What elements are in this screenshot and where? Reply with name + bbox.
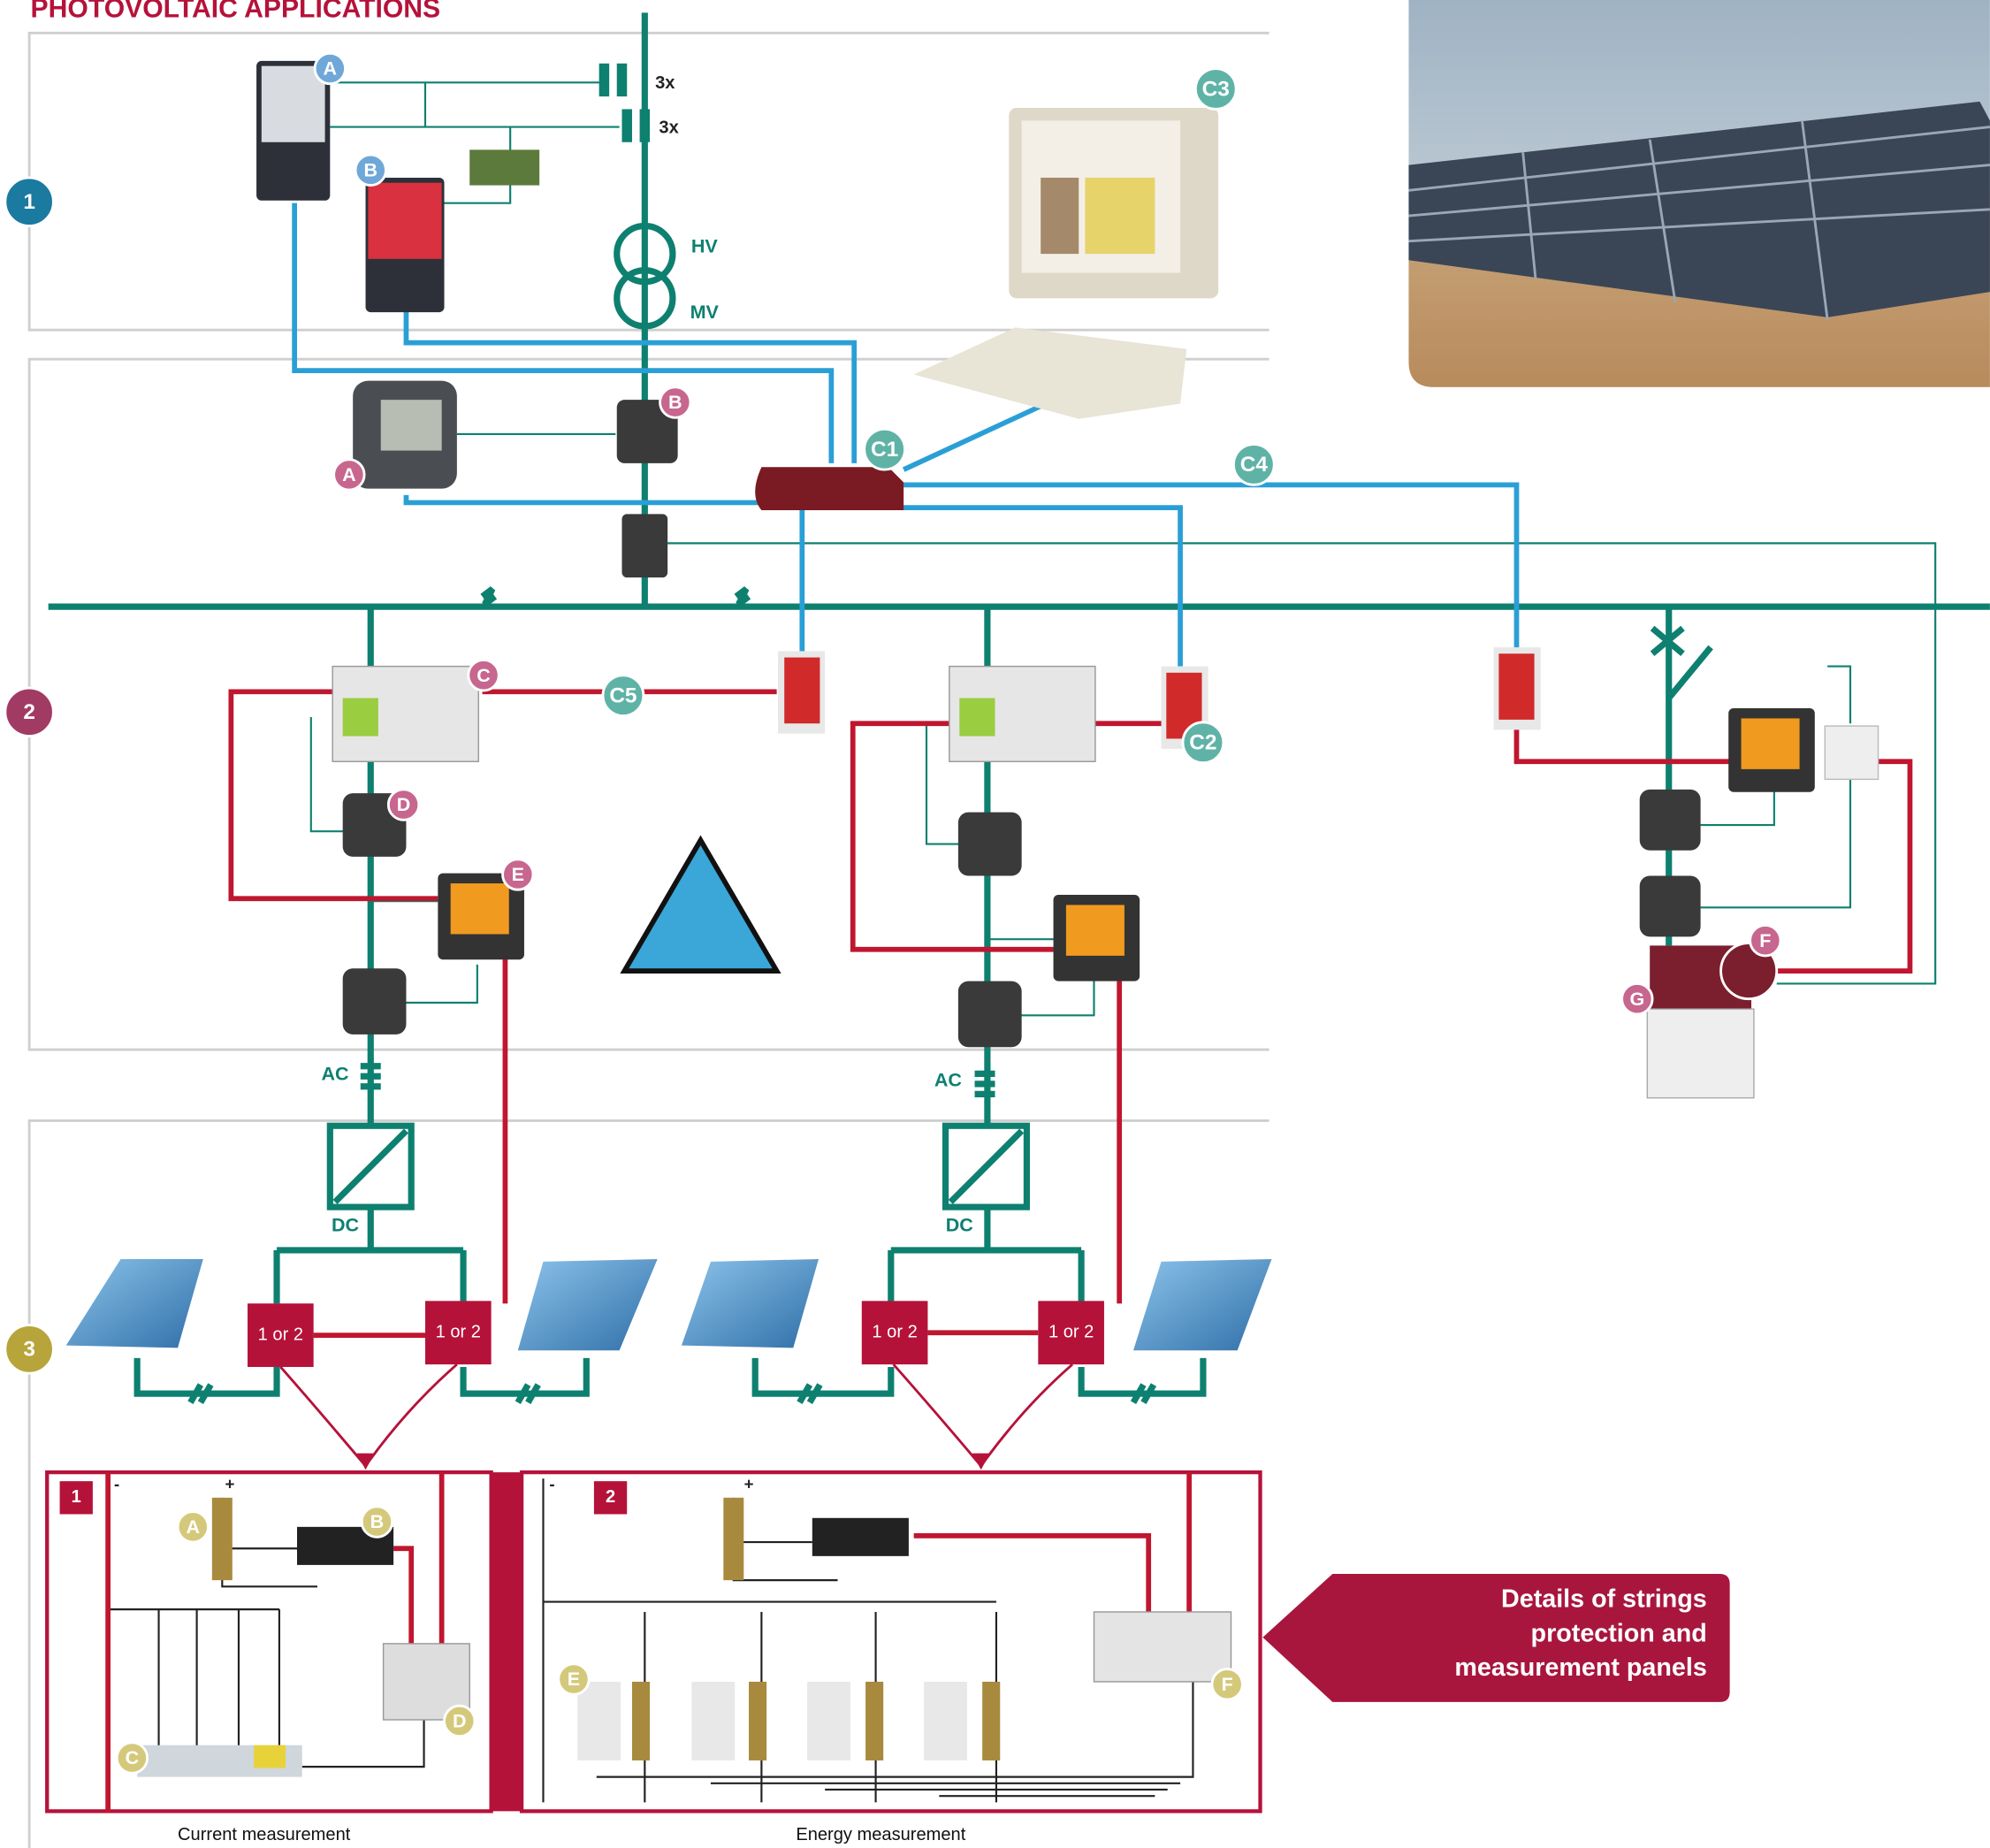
badge-label: A <box>187 1516 201 1538</box>
dc-label: DC <box>946 1214 973 1235</box>
voltage-label: MV <box>690 302 720 323</box>
badge-label: D <box>453 1711 467 1732</box>
badge-label: D <box>397 794 411 815</box>
badge-label: C5 <box>609 684 637 708</box>
badge-label: C1 <box>871 438 898 462</box>
badge-label: F <box>1222 1674 1233 1695</box>
callout-text: Details of strings <box>1501 1585 1707 1614</box>
badge-label: F <box>1759 930 1771 951</box>
count-label: 3x <box>655 73 675 93</box>
title: PHOTOVOLTAIC APPLICATIONS <box>31 0 441 23</box>
count-label: 3x <box>659 118 679 137</box>
polarity: - <box>549 1474 554 1493</box>
voltage-label: HV <box>691 236 719 257</box>
panel-caption: Energy measurement <box>796 1825 965 1844</box>
diagram: PHOTOVOLTAIC APPLICATIONS123ABC3C1C4C5C2… <box>0 0 1990 1848</box>
badge-label: C <box>477 665 491 686</box>
string-box-label: 1 or 2 <box>1048 1323 1094 1342</box>
badge-label: B <box>370 1511 385 1532</box>
string-box-label: 1 or 2 <box>872 1323 917 1342</box>
callout-text: measurement panels <box>1454 1653 1706 1682</box>
badge-label: A <box>342 464 356 485</box>
polarity: - <box>114 1474 119 1493</box>
badge-label: C <box>126 1747 140 1768</box>
polarity: + <box>744 1474 754 1493</box>
badge-label: B <box>668 392 682 413</box>
badge-label: 3 <box>23 1338 35 1362</box>
string-box-label: 1 or 2 <box>258 1325 303 1344</box>
ac-label: AC <box>934 1070 962 1091</box>
detail-panels <box>47 1472 1260 1813</box>
badge-label: G <box>1629 989 1644 1010</box>
callout-text: protection and <box>1531 1619 1707 1647</box>
badge-label: B <box>363 159 377 180</box>
badge-label: A <box>324 58 338 80</box>
badge-label: E <box>512 864 524 885</box>
solar-farm-photo <box>1408 0 1989 387</box>
badge-label: 2 <box>23 700 35 724</box>
page: {"header": {"title": "PHOTOVOLTAIC APPLI… <box>0 0 1990 1848</box>
panel-number: 2 <box>606 1487 615 1507</box>
polarity: + <box>225 1474 234 1493</box>
arrow <box>280 1364 1072 1466</box>
badge-label: E <box>568 1669 580 1690</box>
dc-label: DC <box>332 1214 359 1235</box>
arrow-head <box>356 1454 989 1470</box>
badge-label: C3 <box>1202 77 1230 101</box>
ac-label: AC <box>322 1064 349 1085</box>
panel-number: 1 <box>72 1487 81 1507</box>
badge-label: 1 <box>23 190 35 214</box>
badge-label: C4 <box>1240 453 1269 477</box>
string-box-label: 1 or 2 <box>436 1323 481 1342</box>
badge-label: C2 <box>1189 731 1216 755</box>
panel-caption: Current measurement <box>178 1825 351 1844</box>
